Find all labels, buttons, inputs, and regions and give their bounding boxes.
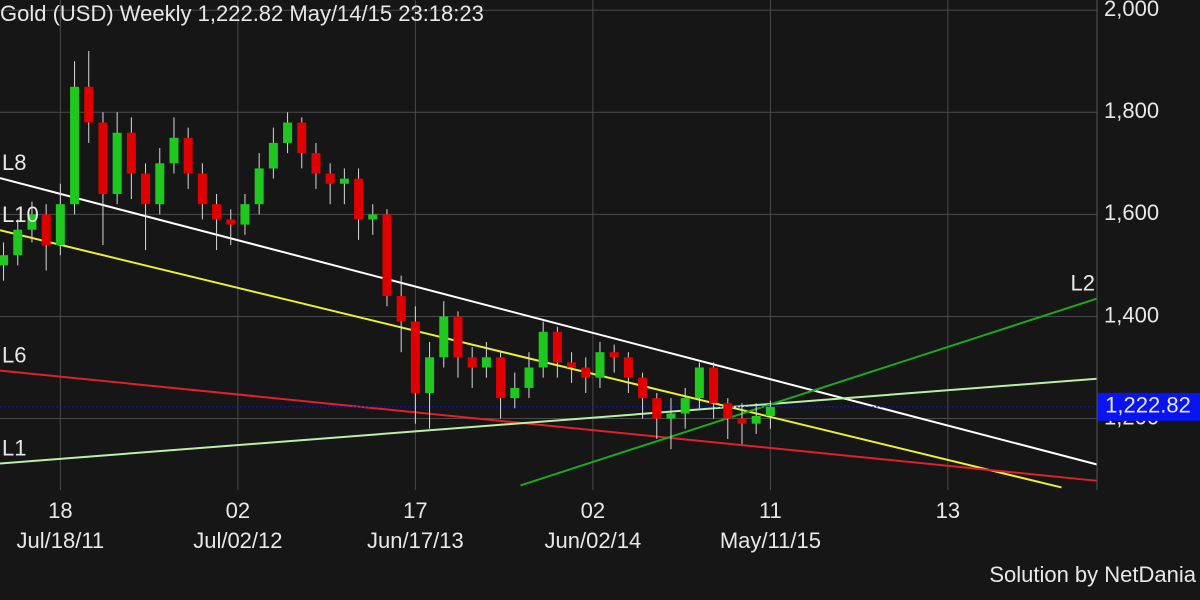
candle-body [737, 418, 747, 424]
candle-body [496, 357, 506, 399]
candle-body [467, 357, 477, 368]
x-tick-label: 13 [936, 498, 960, 523]
trend-lines [0, 177, 1098, 489]
x-tick-label: 18 [48, 498, 72, 523]
x-date-label: Jul/02/12 [193, 528, 282, 553]
line-label: L2 [1071, 270, 1095, 295]
y-tick-label: 2,000 [1104, 0, 1159, 21]
x-date-label: Jun/17/13 [367, 528, 464, 553]
trend-line [520, 297, 1098, 487]
x-date-label: May/11/15 [720, 528, 821, 553]
x-tick-label: 02 [226, 498, 250, 523]
candle-body [325, 173, 335, 184]
x-date-label: Jul/18/11 [17, 528, 105, 553]
y-tick-label: 1,800 [1104, 98, 1159, 123]
candle-body [410, 321, 420, 394]
candle-body [765, 406, 775, 416]
candle-body [751, 415, 761, 424]
trend-line [0, 229, 1062, 489]
candle-body [112, 132, 122, 194]
candle-body [609, 352, 619, 358]
trend-line [0, 369, 1098, 482]
candle-body [55, 204, 65, 245]
candle-body [481, 357, 491, 368]
candle-body [453, 316, 463, 358]
candle-body [552, 331, 562, 363]
x-tick-label: 17 [403, 498, 427, 523]
candle-body [396, 296, 406, 322]
candle-body [538, 331, 548, 368]
candle-body [27, 214, 37, 230]
candle-body [425, 357, 435, 394]
candle-body [368, 214, 378, 220]
candle-body [183, 137, 193, 174]
candle-body [254, 168, 264, 205]
candle-body [694, 367, 704, 399]
candle-body [723, 403, 733, 419]
candle-body [311, 153, 321, 174]
candle-body [0, 255, 9, 266]
candle-body [141, 173, 151, 205]
candle-body [98, 122, 108, 194]
candle-body [709, 367, 719, 404]
chart-title: Gold (USD) Weekly 1,222.82 May/14/15 23:… [0, 1, 484, 26]
last-price-box [1097, 392, 1200, 421]
line-label: L10 [2, 202, 39, 227]
candle-body [567, 362, 577, 368]
candle-body [354, 178, 364, 220]
candle-body [84, 86, 94, 123]
candle-body [666, 413, 676, 419]
candle-body [240, 204, 250, 225]
candle-body [382, 214, 392, 297]
last-price-label: 1,222.82 [1105, 393, 1191, 418]
footer: Solution by NetDania [989, 562, 1196, 587]
candle-body [169, 137, 179, 164]
candle-body [13, 229, 23, 256]
candles [0, 51, 775, 450]
candle-body [268, 142, 278, 169]
candle-body [226, 219, 236, 225]
candle-body [212, 204, 222, 220]
candle-body [439, 316, 449, 358]
x-date-label: Jun/02/14 [545, 528, 642, 553]
x-tick-label: 11 [759, 498, 782, 523]
y-tick-label: 1,400 [1104, 302, 1159, 327]
candle-body [652, 398, 662, 419]
candle-body [581, 367, 591, 378]
candle-body [339, 178, 349, 184]
candle-body [510, 387, 520, 399]
candle-body [41, 214, 51, 245]
candle-body [524, 367, 534, 388]
trend-line [0, 177, 1098, 466]
candle-body [155, 163, 165, 205]
candle-body [297, 122, 307, 154]
candle-body [70, 86, 80, 205]
line-label: L1 [2, 435, 26, 460]
candle-body [638, 377, 648, 399]
candle-body [680, 398, 690, 414]
line-label: L6 [2, 342, 26, 367]
line-label: L8 [2, 150, 26, 175]
candle-body [197, 173, 207, 205]
trend-line [0, 377, 1098, 465]
labels: 1,2001,4001,6001,8002,000180217021113Jul… [2, 0, 1200, 553]
candle-body [126, 132, 136, 174]
candle-body [595, 352, 605, 378]
y-tick-label: 1,600 [1104, 200, 1159, 225]
candle-body [623, 357, 633, 378]
candle-body [283, 122, 293, 143]
x-tick-label: 02 [581, 498, 605, 523]
